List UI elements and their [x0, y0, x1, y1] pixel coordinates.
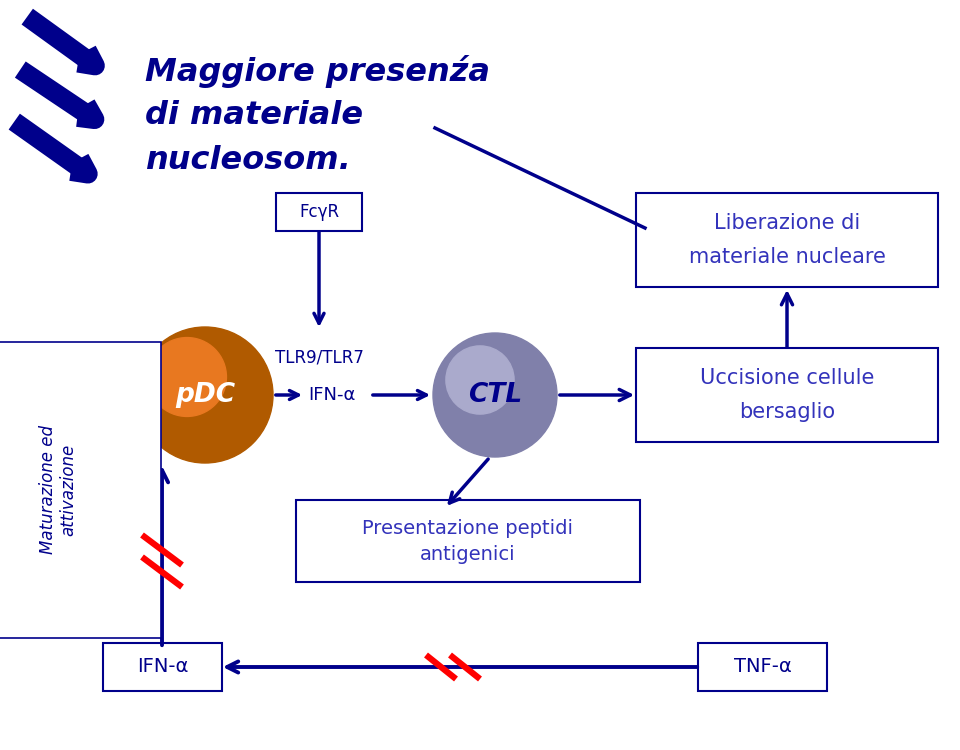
Circle shape — [137, 327, 273, 463]
Text: AGE/TLR9: AGE/TLR9 — [28, 353, 116, 371]
FancyBboxPatch shape — [636, 348, 938, 442]
Text: antigenici: antigenici — [420, 545, 516, 565]
Text: materiale nucleare: materiale nucleare — [688, 247, 885, 267]
Text: FcγR: FcγR — [299, 203, 339, 221]
FancyBboxPatch shape — [276, 193, 362, 231]
Text: Uccisione cellule: Uccisione cellule — [700, 368, 875, 388]
Text: Presentazione peptidi: Presentazione peptidi — [363, 518, 573, 538]
Text: TNF-α: TNF-α — [733, 658, 791, 676]
FancyBboxPatch shape — [698, 643, 827, 691]
Circle shape — [445, 346, 515, 414]
Text: pDC: pDC — [175, 382, 235, 408]
Text: nucleosom.: nucleosom. — [145, 145, 350, 176]
FancyBboxPatch shape — [636, 193, 938, 287]
Text: IFN-α: IFN-α — [308, 386, 355, 404]
Text: TLR9/TLR7: TLR9/TLR7 — [275, 349, 364, 367]
FancyBboxPatch shape — [296, 500, 640, 582]
Text: Maggiore presenźa: Maggiore presenźa — [145, 55, 490, 88]
FancyBboxPatch shape — [103, 643, 222, 691]
Circle shape — [148, 338, 227, 416]
Text: Maturazione ed
attivazione: Maturazione ed attivazione — [38, 425, 78, 554]
Text: bersaglio: bersaglio — [739, 402, 835, 422]
Text: di materiale: di materiale — [145, 100, 363, 131]
Circle shape — [433, 333, 557, 457]
Text: Liberazione di: Liberazione di — [714, 213, 860, 233]
Text: IFN-α: IFN-α — [137, 658, 188, 676]
Text: CTL: CTL — [468, 382, 522, 408]
